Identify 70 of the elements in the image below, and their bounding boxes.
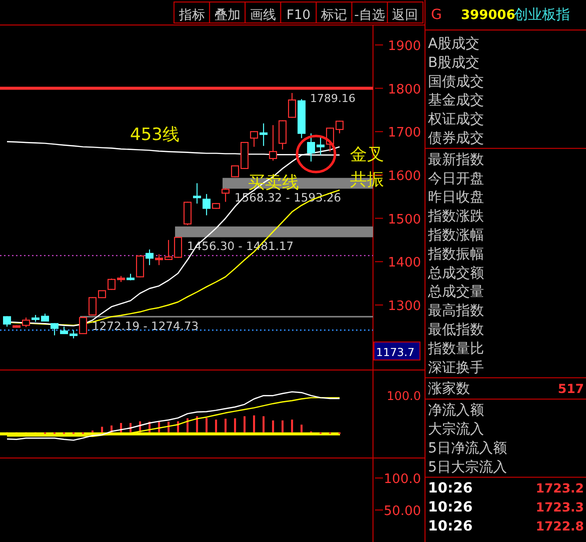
bar bbox=[272, 420, 274, 432]
bar bbox=[224, 418, 227, 432]
bar bbox=[291, 420, 294, 432]
bar bbox=[196, 416, 198, 432]
text: 50.00 bbox=[384, 504, 421, 519]
category-label: 总成交额 bbox=[427, 265, 484, 282]
category-label: 净流入额 bbox=[428, 402, 484, 419]
y-tick-label: 1800 bbox=[388, 82, 421, 98]
bar bbox=[206, 418, 208, 432]
text: 1722.8 bbox=[536, 518, 584, 534]
category-label: 总成交量 bbox=[427, 284, 484, 300]
text: 1173.7 bbox=[376, 346, 414, 359]
category-label: 昨日收盘 bbox=[428, 190, 484, 206]
bar bbox=[215, 420, 218, 432]
category-label: 10:26 bbox=[428, 500, 473, 516]
category-label: 债券成交 bbox=[428, 130, 484, 146]
category-label: 深证换手 bbox=[428, 360, 484, 376]
text: G bbox=[431, 7, 442, 23]
text: 100.0 bbox=[386, 389, 421, 403]
category-label: 国债成交 bbox=[428, 74, 484, 90]
text: 399006 bbox=[461, 8, 516, 23]
y-tick-label: 1700 bbox=[388, 126, 421, 141]
bar bbox=[253, 415, 256, 432]
text: 100.0 bbox=[384, 472, 421, 487]
y-tick-label: 1400 bbox=[388, 256, 421, 271]
text: 1723.3 bbox=[536, 500, 584, 515]
category-label: F10 bbox=[286, 8, 311, 23]
y-tick-label: 1300 bbox=[388, 298, 421, 314]
category-label: 5日净流入额 bbox=[428, 440, 507, 456]
annotation: 1789.16 bbox=[310, 92, 356, 105]
band-label: 1272.19 - 1274.73 bbox=[92, 319, 199, 334]
category-label: 5日大宗流入 bbox=[428, 459, 507, 476]
category-label: 10:26 bbox=[428, 480, 473, 497]
category-label: 最新指数 bbox=[428, 152, 484, 168]
category-label: 画线 bbox=[250, 8, 276, 23]
y-tick-label: 1500 bbox=[388, 212, 421, 228]
category-label: 标记 bbox=[320, 8, 348, 23]
category-label: 涨家数 bbox=[428, 381, 470, 398]
annotation: 买卖线 bbox=[248, 173, 299, 193]
category-label: 叠加 bbox=[214, 8, 240, 23]
series-label: 453线 bbox=[130, 125, 180, 145]
bar bbox=[101, 426, 104, 432]
category-label: 指数涨跌 bbox=[427, 208, 484, 225]
category-label: 大宗流入 bbox=[428, 422, 484, 438]
text: 517 bbox=[558, 381, 584, 396]
candlestick bbox=[260, 122, 268, 146]
category-label: 指标 bbox=[178, 8, 205, 23]
category-label: A股成交 bbox=[428, 36, 480, 52]
category-label: 指数振幅 bbox=[427, 246, 484, 262]
text: 创业板指 bbox=[514, 7, 570, 23]
y-tick-label: 1900 bbox=[388, 38, 421, 54]
bar bbox=[234, 418, 236, 432]
category-label: 返回 bbox=[392, 8, 418, 23]
bar bbox=[282, 420, 284, 432]
bar bbox=[244, 416, 246, 432]
category-label: -自选 bbox=[354, 8, 385, 23]
text: 1723.2 bbox=[536, 480, 584, 496]
category-label: B股成交 bbox=[428, 54, 480, 71]
category-label: 指数量比 bbox=[427, 340, 484, 357]
category-label: 今日开盘 bbox=[428, 170, 484, 187]
bar bbox=[262, 416, 265, 432]
category-label: 10:26 bbox=[428, 518, 473, 534]
category-label: 基金成交 bbox=[428, 92, 484, 109]
category-label: 最低指数 bbox=[428, 322, 484, 338]
category-label: 权证成交 bbox=[427, 112, 484, 128]
category-label: 指数涨幅 bbox=[427, 228, 484, 244]
bar bbox=[300, 424, 303, 432]
y-tick-label: 1600 bbox=[388, 168, 421, 184]
category-label: 最高指数 bbox=[428, 303, 484, 320]
candlestick bbox=[193, 182, 202, 204]
